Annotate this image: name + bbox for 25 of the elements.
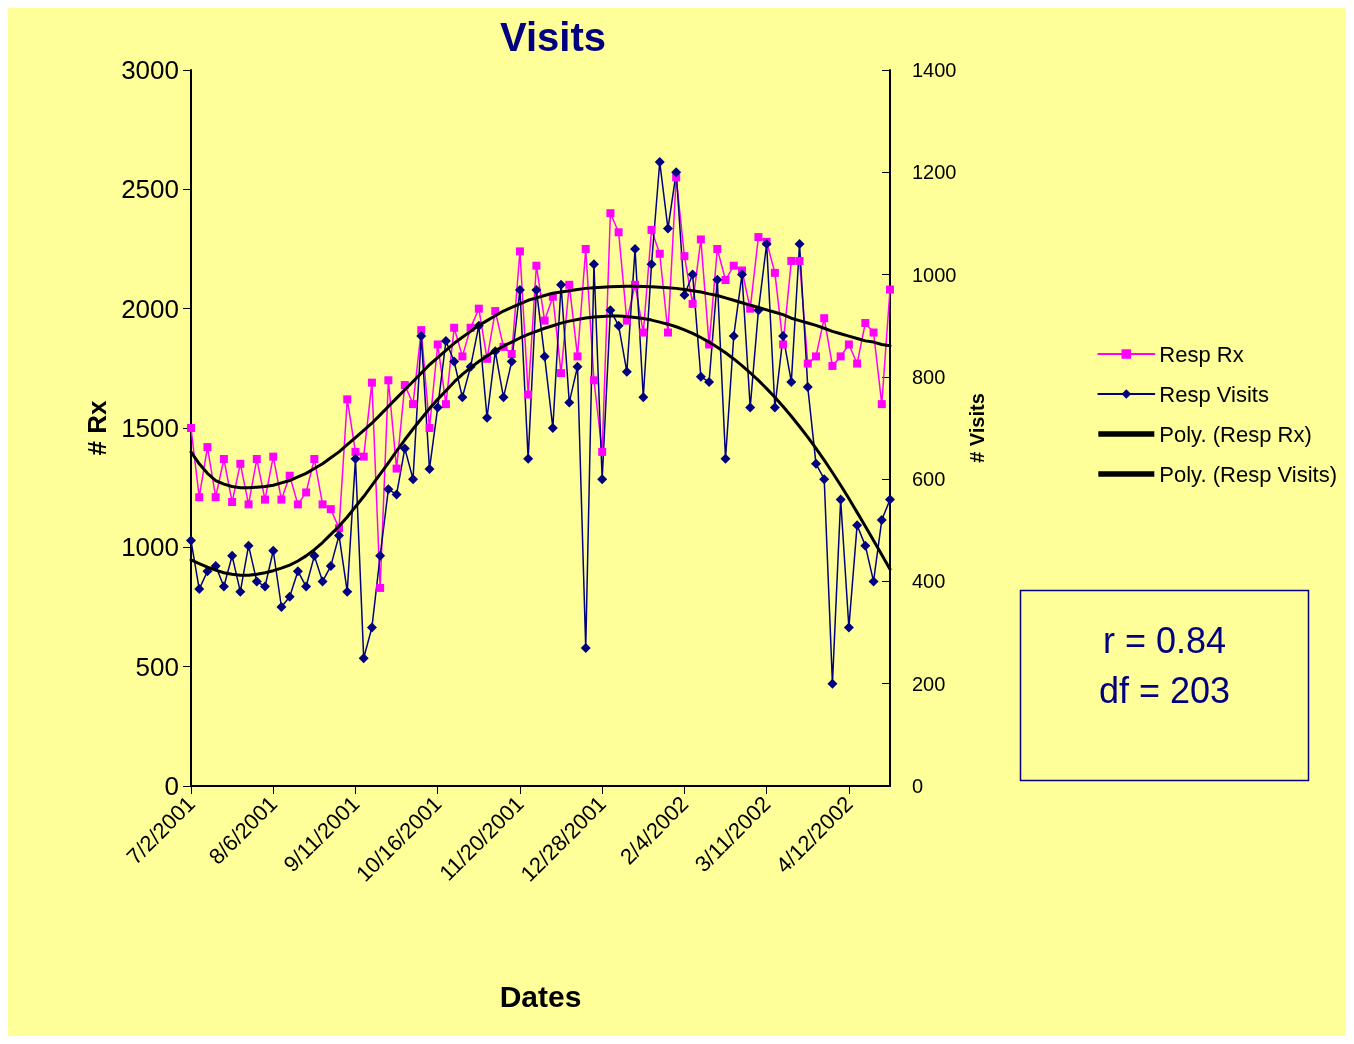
- y-tick-label: 2500: [121, 174, 179, 205]
- chart-title: Visits: [500, 15, 606, 59]
- legend-label: Resp Rx: [1159, 341, 1244, 367]
- legend-label: Poly. (Resp Visits): [1159, 461, 1338, 487]
- text: df = 203: [1098, 670, 1231, 711]
- y-tick-label: 3000: [121, 55, 179, 85]
- y2-tick-label: 800: [912, 365, 946, 388]
- y2-tick-label: 0: [912, 775, 924, 797]
- y2-tick-label: 1000: [912, 263, 957, 286]
- y-axis-title: # Rx: [82, 400, 113, 456]
- y2-axis-title: # Visits: [966, 393, 989, 463]
- y2-tick-label: 600: [912, 468, 946, 491]
- y2-tick-label: 200: [912, 672, 946, 695]
- text: r = 0.84: [1102, 620, 1227, 661]
- x-axis-title: Dates: [499, 979, 582, 1013]
- y2-tick-label: 1200: [912, 161, 957, 184]
- y-tick-label: 500: [135, 651, 179, 682]
- y2-tick-label: 400: [912, 570, 946, 593]
- legend-label: Resp Visits: [1159, 381, 1269, 407]
- y-tick-label: 2000: [121, 293, 179, 324]
- y-tick-label: 1000: [121, 532, 179, 563]
- y2-tick-label: 1400: [912, 59, 957, 81]
- y-tick-label: 1500: [121, 413, 179, 443]
- y-tick-label: 0: [164, 771, 179, 801]
- legend-label: Poly. (Resp Rx): [1159, 421, 1312, 447]
